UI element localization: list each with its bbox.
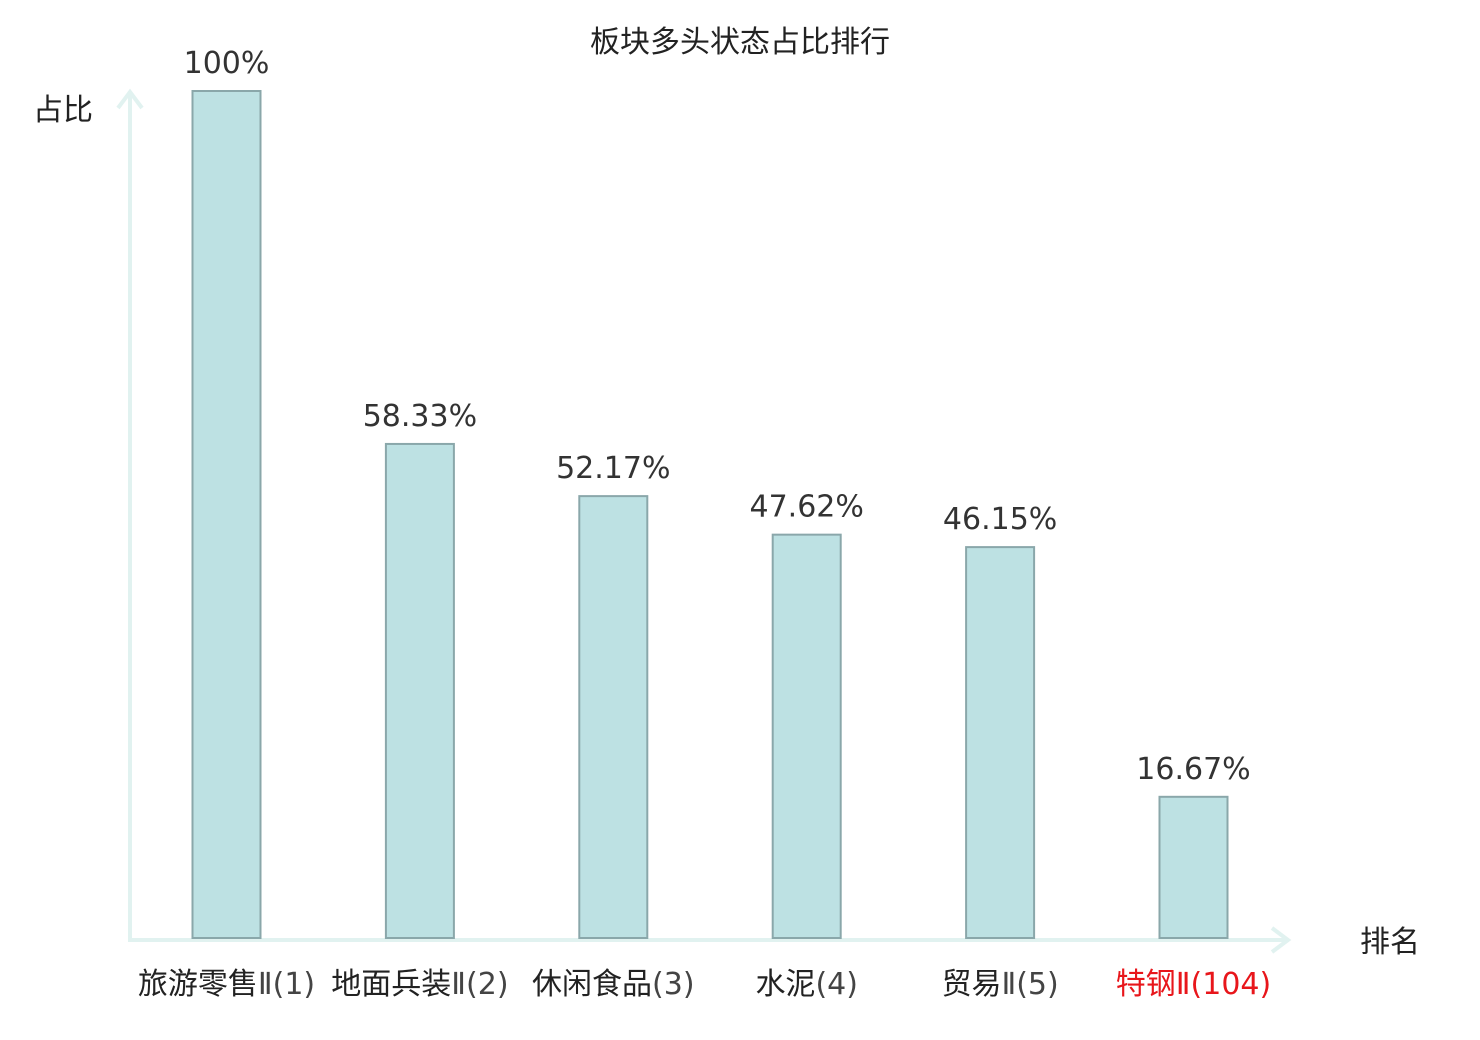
category-label-6: 特钢Ⅱ(104) <box>1116 967 1271 1002</box>
category-name: 水泥 <box>755 967 815 1002</box>
category-name: 地面兵装 <box>331 967 451 1002</box>
category-label-5: 贸易Ⅱ(5) <box>941 967 1058 1002</box>
category-name: 特钢 <box>1116 967 1176 1002</box>
category-rank: (3) <box>652 967 695 1002</box>
category-label-2: 地面兵装Ⅱ(2) <box>331 967 508 1002</box>
category-rank: (4) <box>815 967 858 1002</box>
value-label-3: 52.17% <box>556 451 670 486</box>
category-labels-group: 旅游零售Ⅱ(1) 地面兵装Ⅱ(2) 休闲食品(3) 水泥(4) 贸易Ⅱ(5) 特钢Ⅱ(10… <box>138 967 1271 1002</box>
category-name: 贸易 <box>941 967 1001 1002</box>
chart-title: 板块多头状态占比排行 <box>590 25 890 60</box>
category-label-1: 旅游零售Ⅱ(1) <box>138 967 315 1002</box>
x-axis-label: 排名 <box>1360 925 1420 960</box>
bar-3 <box>578 495 649 939</box>
bar-1 <box>191 90 262 939</box>
bar-4 <box>771 533 842 940</box>
value-label-4: 47.62% <box>750 490 864 525</box>
bar-6 <box>1158 795 1229 940</box>
category-name: 旅游零售 <box>138 967 258 1002</box>
bar-2 <box>384 442 455 939</box>
value-label-6: 16.67% <box>1136 752 1250 787</box>
axes <box>116 88 1292 954</box>
category-rank: Ⅱ(104) <box>1176 967 1271 1002</box>
y-axis-arrow <box>116 88 144 110</box>
value-labels-group: 100% 58.33% 52.17% 47.62% 46.15% 16.67% <box>184 46 1251 787</box>
category-label-3: 休闲食品(3) <box>532 967 695 1002</box>
x-axis-arrow <box>1270 926 1292 954</box>
bar-5 <box>965 546 1036 939</box>
value-label-1: 100% <box>184 46 270 81</box>
value-label-2: 58.33% <box>363 399 477 434</box>
bars-group <box>191 90 1229 940</box>
value-label-5: 46.15% <box>943 502 1057 537</box>
y-axis-label: 占比 <box>33 93 93 128</box>
category-label-4: 水泥(4) <box>755 967 858 1002</box>
category-rank: Ⅱ(2) <box>451 967 508 1002</box>
category-rank: Ⅱ(1) <box>258 967 315 1002</box>
category-rank: Ⅱ(5) <box>1001 967 1058 1002</box>
category-name: 休闲食品 <box>532 967 652 1002</box>
